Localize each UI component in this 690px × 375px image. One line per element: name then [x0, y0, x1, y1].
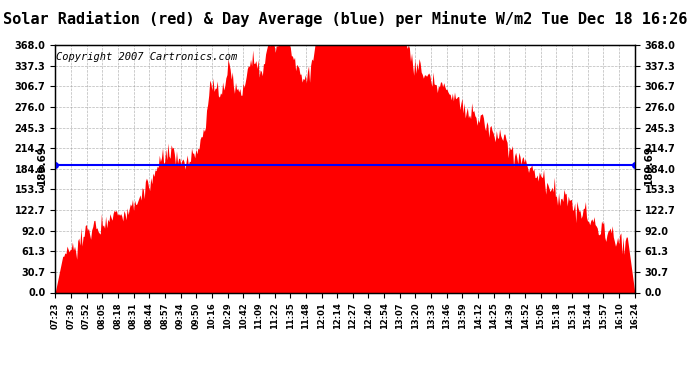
Text: Solar Radiation (red) & Day Average (blue) per Minute W/m2 Tue Dec 18 16:26: Solar Radiation (red) & Day Average (blu…: [3, 11, 687, 27]
Text: 189.69: 189.69: [37, 145, 46, 185]
Text: 189.69: 189.69: [644, 145, 653, 185]
Text: Copyright 2007 Cartronics.com: Copyright 2007 Cartronics.com: [57, 53, 237, 62]
